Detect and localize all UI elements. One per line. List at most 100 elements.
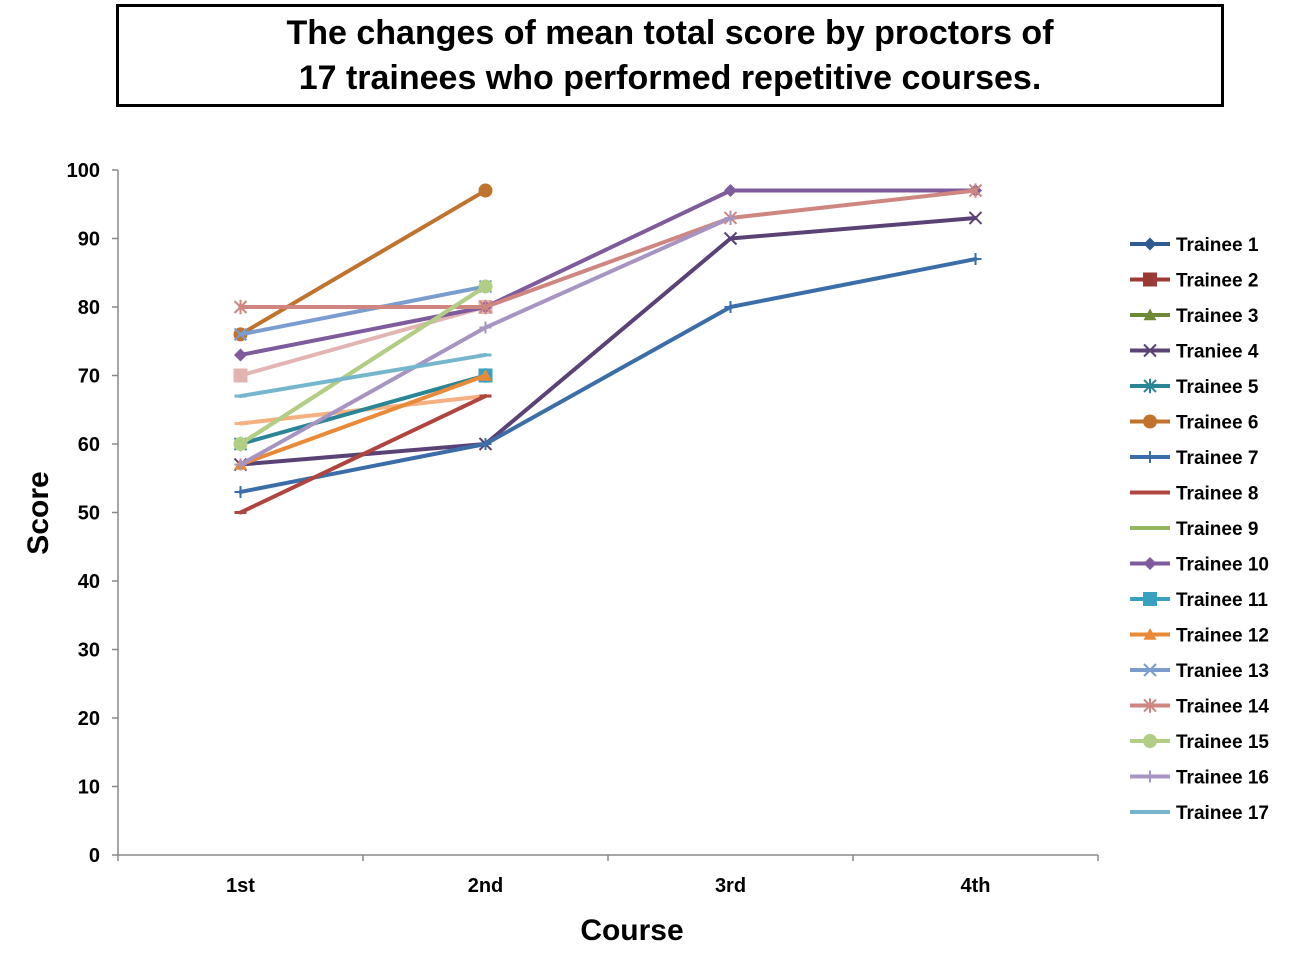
legend-label: Traniee 13 [1176,661,1269,682]
legend-item: Trainee 16 [1130,768,1269,789]
axes: 0 10 20 30 40 50 60 70 80 90 100 1st 2nd 3rd 4th [67,160,1099,897]
legend-item: Trainee 12 [1130,626,1269,647]
triangle-marker [1143,628,1157,640]
legend-item: Trainee 14 [1130,697,1269,718]
square-marker [1143,272,1157,287]
y-tick-label: 40 [78,571,100,593]
legend-label: Trainee 3 [1176,306,1258,327]
x-marker [1143,663,1157,677]
legend-item: Trainee 11 [1130,590,1268,611]
x-marker [1143,343,1157,358]
legend-label: Trainee 2 [1176,271,1258,292]
circle-marker [1143,734,1157,748]
chart-title-line-1: The changes of mean total score by proct… [286,13,1054,52]
square-marker [233,368,248,383]
plus-marker [969,253,982,266]
star-marker [1143,378,1157,394]
y-tick-label: 10 [78,777,100,799]
chart-title-line-2: 17 trainees who performed repetitive cou… [298,58,1042,97]
circle-marker [233,437,248,451]
legend-item: Trainee 5 [1130,377,1259,398]
plus-marker [479,321,492,334]
series-line [238,284,488,446]
star-marker [968,183,983,198]
plus-marker [1144,451,1156,463]
legend-label: Trainee 6 [1176,413,1258,434]
y-tick-label: 80 [78,297,100,319]
series-line [238,284,488,337]
series [234,211,737,471]
legend-label: Trainee 12 [1176,626,1269,647]
series-line [238,188,488,337]
series-line [238,188,978,309]
y-tick-label: 20 [78,708,100,730]
y-tick-label: 100 [67,160,100,182]
legend-label: Trainee 11 [1176,590,1268,611]
y-tick-label: 60 [78,434,100,456]
legend-label: Trainee 5 [1176,377,1259,398]
legend-label: Trainee 17 [1176,803,1269,824]
x-marker [968,211,983,225]
legend-label: Trainee 7 [1176,448,1258,469]
series [234,352,492,399]
legend-item: Trainee 17 [1130,803,1269,824]
series-line [238,352,488,399]
legend-item: Trainee 7 [1130,448,1258,469]
legend-item: Trainee 3 [1130,306,1258,327]
legend-item: Trainee 2 [1130,271,1258,292]
legend-item: Traniee 4 [1130,342,1259,363]
plot-lines [233,183,983,515]
plus-marker [234,458,247,471]
circle-marker [478,279,493,294]
legend-item: Trainee 1 [1130,235,1259,256]
legend-item: Trainee 8 [1130,484,1258,505]
series [234,394,492,515]
y-axis-title: Score [22,471,55,554]
plus-marker [724,211,737,224]
x-tick-label: 1st [226,875,255,897]
series [233,279,493,451]
x-tick-label: 2nd [468,875,504,897]
x-marker [233,327,248,342]
plus-marker [1144,770,1156,783]
series-line [238,188,978,357]
legend-label: Trainee 1 [1176,235,1259,256]
legend-label: Trainee 10 [1176,555,1269,576]
y-tick-label: 90 [78,229,100,251]
legend: Trainee 1 Trainee 2 Trainee 3 Traniee 4 Trai… [1130,235,1269,824]
plus-marker [724,301,737,313]
x-tick-label: 4th [961,875,991,897]
legend-label: Traniee 4 [1176,342,1259,363]
star-marker [1143,698,1157,713]
y-tick-label: 70 [78,366,100,388]
legend-label: Trainee 14 [1176,697,1269,718]
plus-marker [479,438,492,450]
legend-item: Trainee 10 [1130,555,1269,576]
series-line [238,394,488,515]
series-line [238,215,978,467]
x-axis-title: Course [580,914,683,947]
y-tick-label: 0 [89,845,100,867]
series [233,183,983,315]
plus-marker [234,485,247,498]
square-marker [1143,592,1157,606]
legend-item: Trainee 6 [1130,413,1258,434]
legend-label: Trainee 8 [1176,484,1258,505]
diamond-marker [724,184,737,198]
legend-item: Traniee 13 [1130,661,1269,682]
y-tick-label: 30 [78,640,100,662]
y-tick-label: 50 [78,503,100,525]
chart-title-box: The changes of mean total score by proct… [116,4,1224,107]
legend-label: Trainee 16 [1176,768,1269,789]
legend-item: Trainee 9 [1130,519,1258,540]
series [234,253,982,498]
series-line [238,257,978,494]
series-line [238,305,488,378]
diamond-marker [234,348,247,362]
diamond-marker [1143,557,1157,570]
star-marker [478,299,493,315]
triangle-marker [1143,308,1157,321]
legend-label: Trainee 9 [1176,519,1258,540]
circle-marker [478,183,493,198]
circle-marker [1143,414,1157,429]
